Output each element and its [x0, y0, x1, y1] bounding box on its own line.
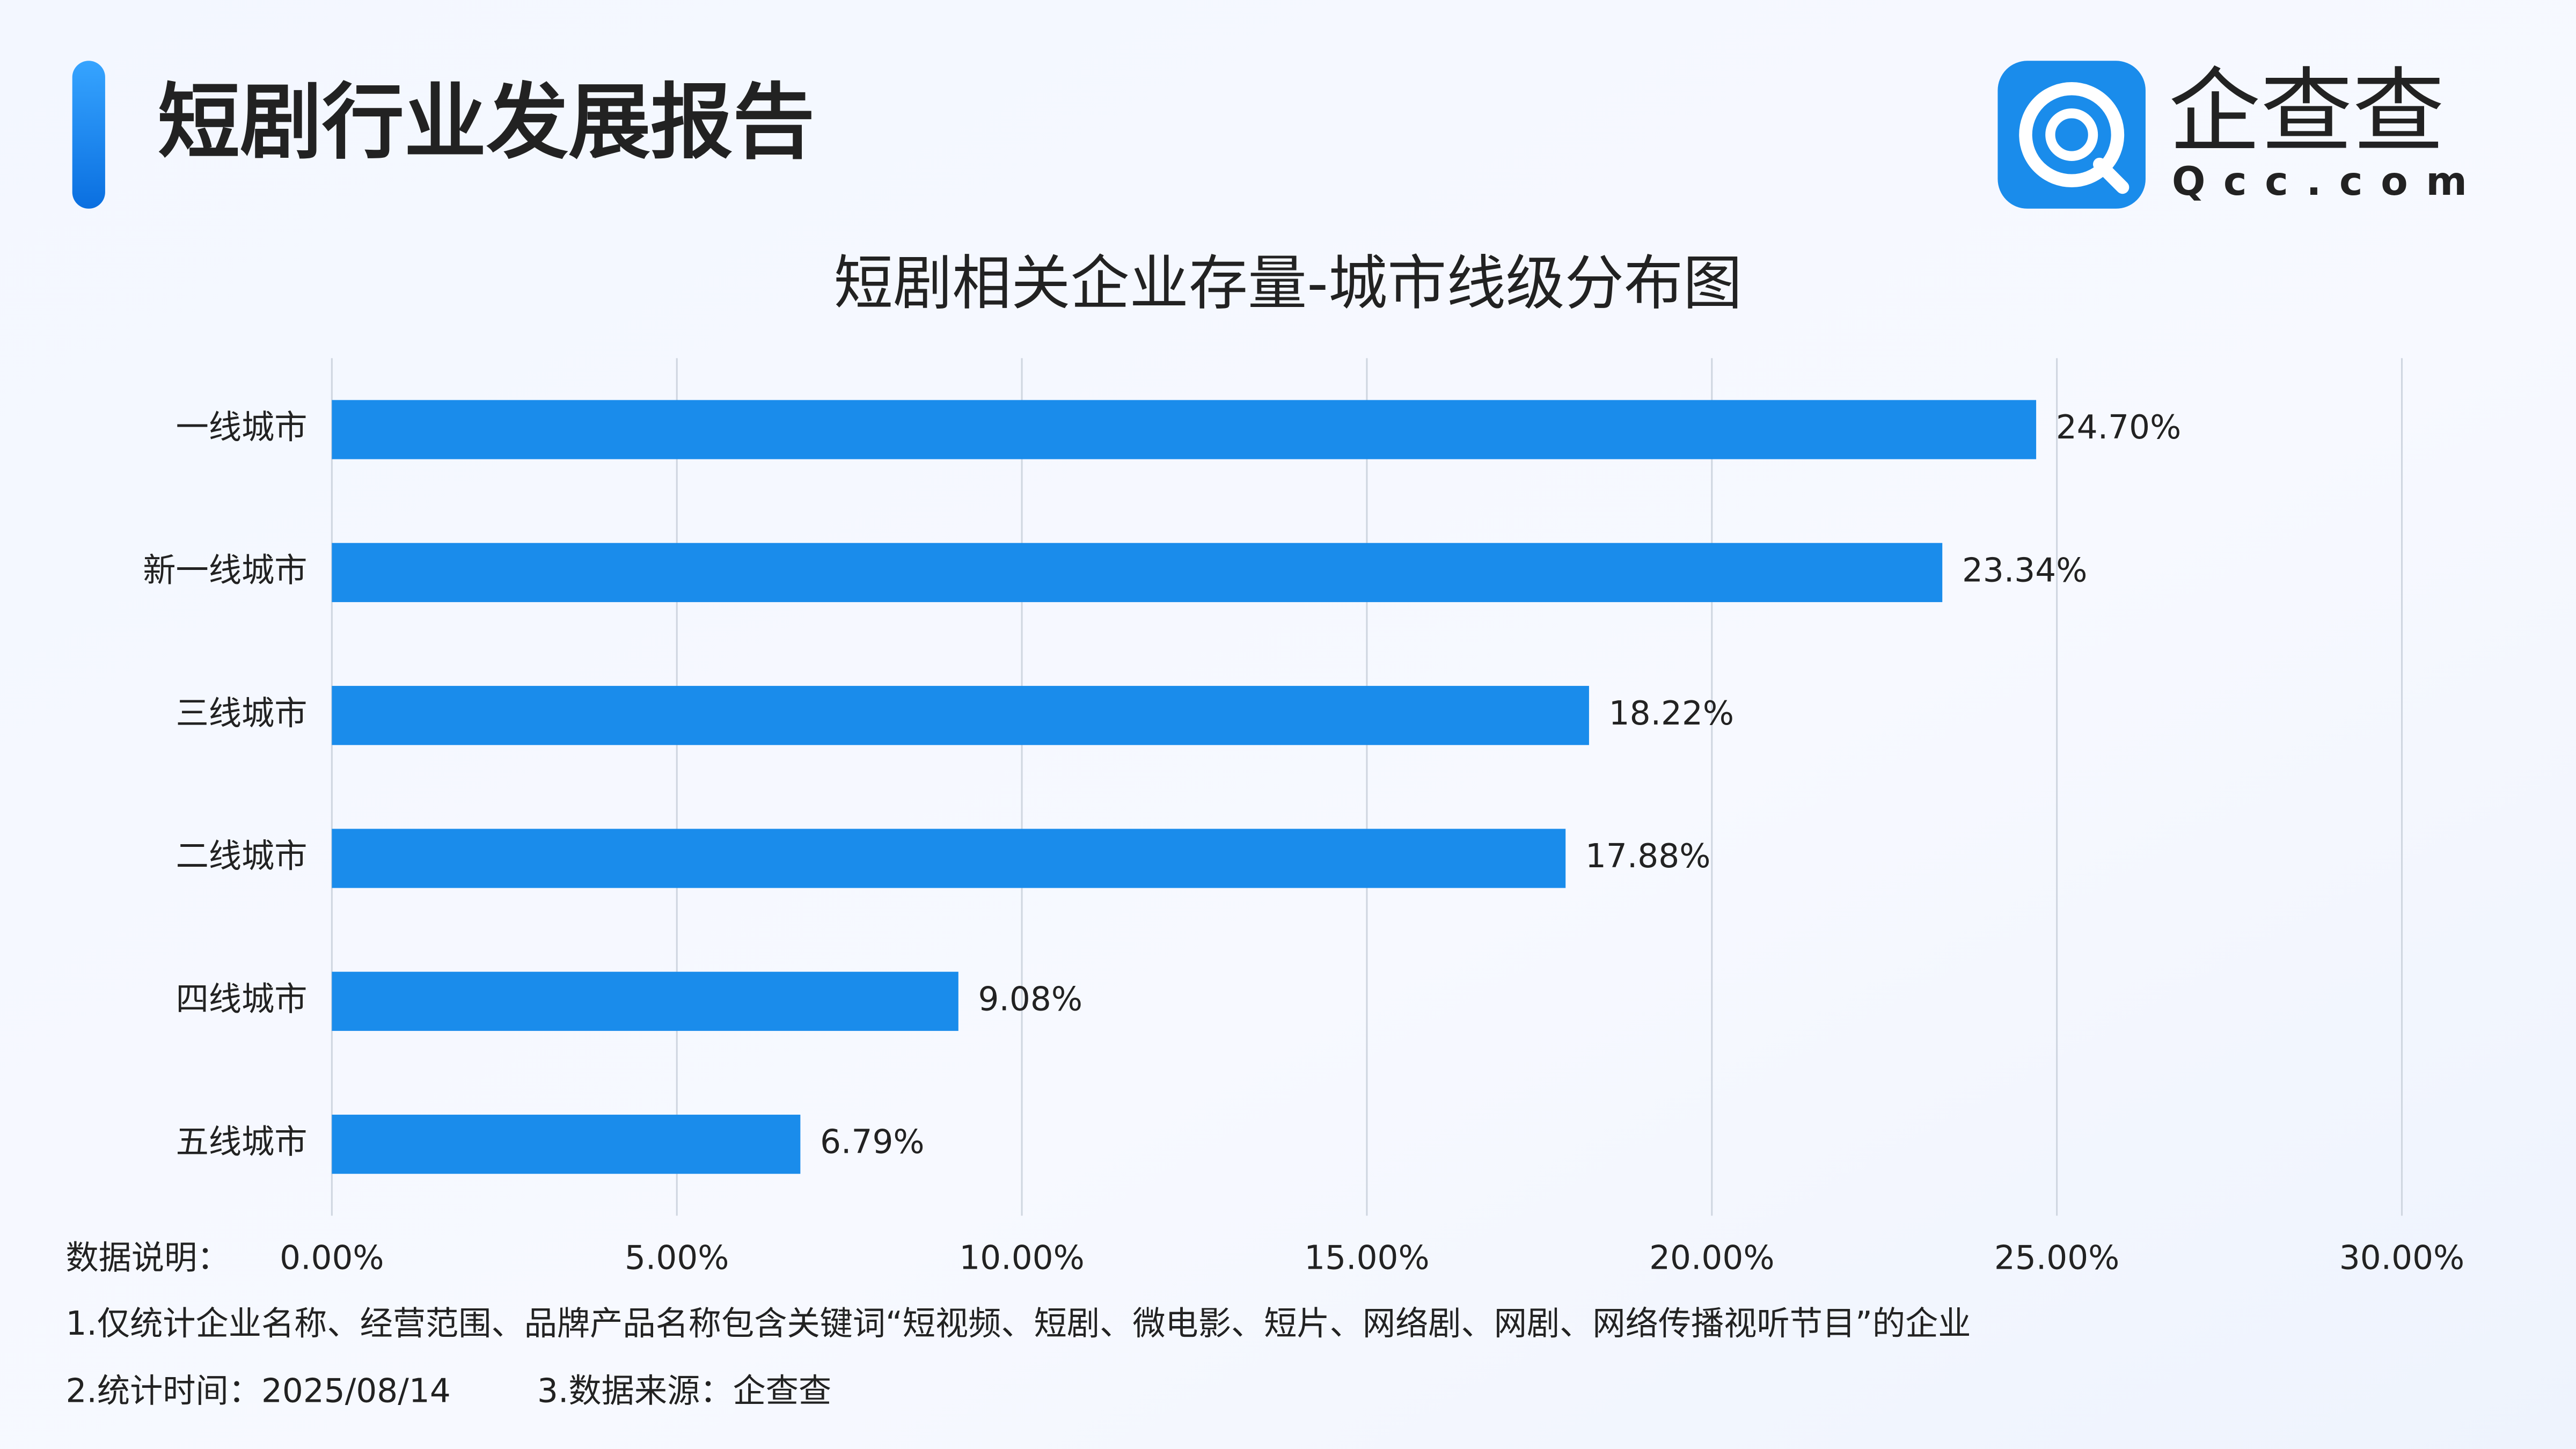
logo-core: [2045, 108, 2098, 161]
x-tick-label: 10.00%: [959, 1239, 1084, 1277]
y-tick-label: 新一线城市: [143, 551, 307, 589]
y-tick-label: 五线城市: [176, 1123, 308, 1161]
x-tick-label: 5.00%: [625, 1239, 729, 1277]
notes-line: 1.仅统计企业名称、经营范围、品牌产品名称包含关键词“短视频、短剧、微电影、短片…: [65, 1305, 1971, 1343]
notes-label: 数据说明：: [65, 1239, 230, 1277]
x-tick-label: 20.00%: [1649, 1239, 1774, 1277]
header-title: 短剧行业发展报告: [158, 75, 815, 171]
bar: [332, 829, 1566, 888]
accent-bar: [72, 61, 105, 209]
x-tick-label: 25.00%: [1994, 1239, 2119, 1277]
logo-sub: Qcc.com: [2172, 159, 2485, 204]
x-tick-label: 30.00%: [2339, 1239, 2464, 1277]
x-tick-label: 15.00%: [1304, 1239, 1429, 1277]
value-label: 24.70%: [2056, 408, 2181, 447]
notes-time: 2.统计时间：2025/08/14: [65, 1372, 450, 1410]
notes-source: 3.数据来源：企查查: [537, 1372, 831, 1410]
bar: [332, 686, 1589, 745]
y-tick-label: 三线城市: [176, 694, 308, 733]
value-label: 6.79%: [820, 1123, 924, 1161]
y-tick-label: 四线城市: [176, 980, 308, 1018]
bar: [332, 400, 2037, 459]
logo-text: 企查查: [2169, 58, 2445, 165]
y-tick-label: 二线城市: [176, 837, 308, 875]
value-label: 18.22%: [1609, 694, 1734, 733]
logo-tail: [2093, 157, 2129, 194]
logo-ring: [2019, 82, 2125, 187]
value-label: 17.88%: [1585, 837, 1710, 875]
logo: 企查查 Qcc.com: [1997, 58, 2485, 209]
value-label: 9.08%: [978, 980, 1082, 1018]
bar: [332, 543, 1943, 602]
y-tick-label: 一线城市: [176, 408, 308, 447]
value-label: 23.34%: [1962, 551, 2087, 589]
chart-title: 短剧相关企业存量-城市线级分布图: [834, 249, 1743, 318]
x-tick-label: 0.00%: [280, 1239, 384, 1277]
bar: [332, 971, 958, 1031]
bar: [332, 1115, 801, 1174]
